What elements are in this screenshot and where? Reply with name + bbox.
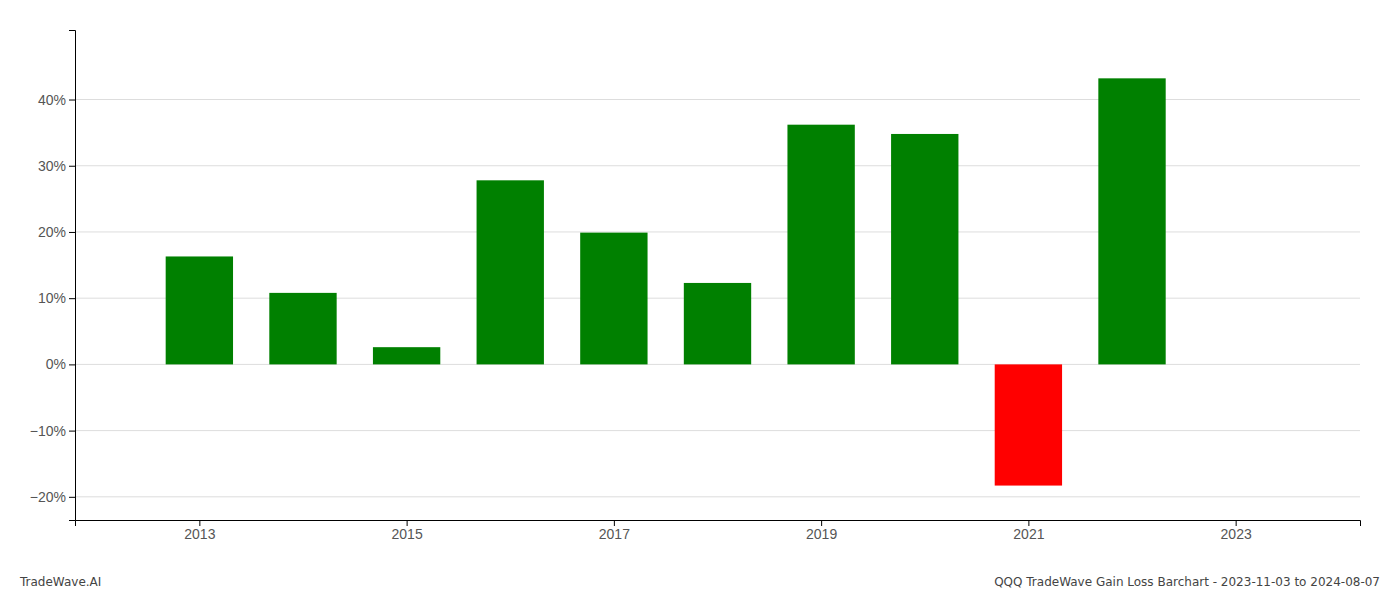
- annotation: QQQ TradeWave Gain Loss Barchart - 2023-…: [994, 575, 1380, 589]
- bar: [1098, 78, 1165, 364]
- bar: [269, 293, 336, 365]
- x-tick-label: 2021: [1013, 526, 1044, 542]
- grid-line: [75, 496, 1360, 497]
- bar: [787, 125, 854, 365]
- bar: [373, 347, 440, 364]
- x-tick: 2017: [599, 520, 630, 542]
- grid-line: [75, 430, 1360, 431]
- x-axis-line: [76, 521, 1361, 527]
- y-tick-label: 20%: [38, 224, 66, 240]
- y-tick-label: −10%: [30, 423, 66, 439]
- y-tick-mark: [69, 431, 75, 432]
- y-tick: −20%: [30, 489, 75, 505]
- bar: [166, 256, 233, 364]
- bars: [166, 78, 1166, 485]
- y-tick-mark: [69, 364, 75, 365]
- y-tick: 0%: [46, 356, 75, 372]
- annotations: TradeWave.AI QQQ TradeWave Gain Loss Barc…: [19, 575, 1380, 589]
- bar: [477, 180, 544, 364]
- x-tick: 2015: [392, 520, 423, 542]
- x-tick: 2023: [1221, 520, 1252, 542]
- grid-line: [75, 231, 1360, 232]
- grid-line: [75, 99, 1360, 100]
- x-tick-label: 2017: [599, 526, 630, 542]
- x-axis: 2013 2015 2017 2019 2021 2023: [76, 520, 1361, 542]
- y-tick: 30%: [38, 158, 75, 174]
- y-tick: 20%: [38, 224, 75, 240]
- y-tick-mark: [69, 497, 75, 498]
- y-tick-label: −20%: [30, 489, 66, 505]
- y-tick-mark: [69, 166, 75, 167]
- y-tick: −10%: [30, 423, 75, 439]
- chart: 2013 2015 2017 2019 2021 2023 −20% −10% 0% 10% 20%…: [0, 0, 1400, 600]
- y-tick-label: 30%: [38, 158, 66, 174]
- grid: [75, 100, 1360, 497]
- y-tick-label: 10%: [38, 290, 66, 306]
- x-tick: 2021: [1013, 520, 1044, 542]
- x-tick: 2013: [184, 520, 215, 542]
- x-tick-label: 2023: [1221, 526, 1252, 542]
- bar: [891, 134, 958, 364]
- x-tick-label: 2015: [392, 526, 423, 542]
- y-tick-label: 40%: [38, 92, 66, 108]
- y-tick-mark: [69, 232, 75, 233]
- y-tick-mark: [69, 298, 75, 299]
- x-tick: 2019: [806, 520, 837, 542]
- x-tick-label: 2019: [806, 526, 837, 542]
- y-axis-line: [69, 31, 76, 521]
- bar: [995, 364, 1062, 485]
- annotation: TradeWave.AI: [19, 575, 101, 589]
- grid-line: [75, 165, 1360, 166]
- bar: [684, 283, 751, 364]
- y-tick-label: 0%: [46, 356, 66, 372]
- y-tick-mark: [69, 100, 75, 101]
- y-tick: 10%: [38, 290, 75, 306]
- bar: [580, 233, 647, 365]
- y-tick: 40%: [38, 92, 75, 108]
- x-tick-label: 2013: [184, 526, 215, 542]
- y-axis: −20% −10% 0% 10% 20% 30% 40%: [30, 31, 76, 521]
